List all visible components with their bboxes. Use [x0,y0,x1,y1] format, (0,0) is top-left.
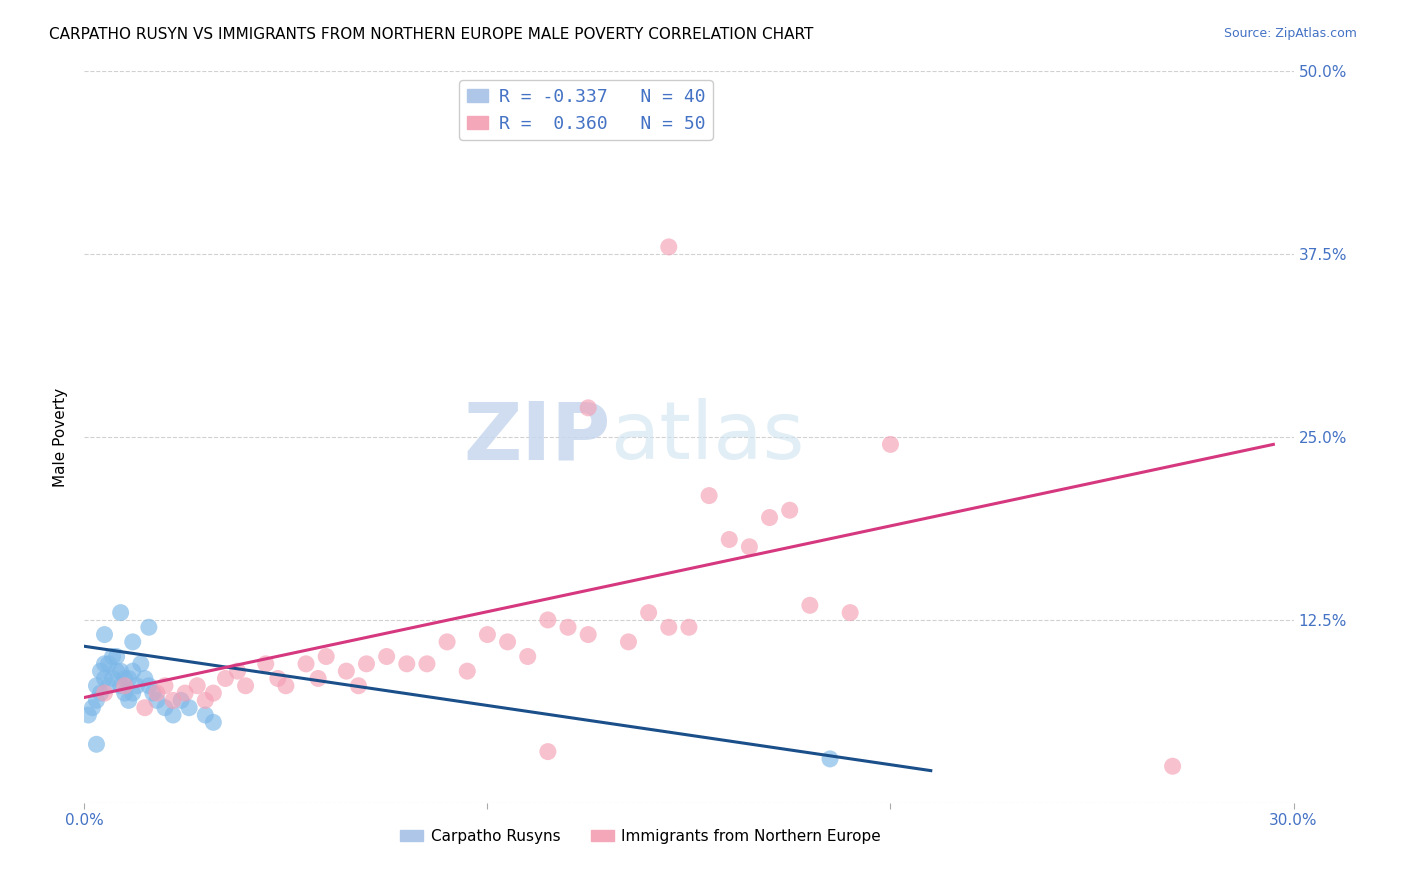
Point [146,686,169,700]
Point [818,752,841,766]
Point [254,657,277,671]
Point [97,657,120,671]
Point [129,657,152,671]
Point [799,599,821,613]
Point [307,672,329,686]
Point [105,664,128,678]
Point [121,664,143,678]
Point [105,649,128,664]
Point [416,657,439,671]
Point [162,708,184,723]
Point [93,627,115,641]
Point [89,664,111,678]
Point [267,672,290,686]
Point [274,679,297,693]
Point [678,620,700,634]
Text: atlas: atlas [610,398,804,476]
Point [879,437,901,451]
Text: ZIP: ZIP [463,398,610,476]
Point [576,627,599,641]
Point [114,679,136,693]
Point [617,635,640,649]
Point [110,664,132,678]
Point [347,679,370,693]
Point [235,679,257,693]
Point [86,693,108,707]
Point [738,540,761,554]
Point [295,657,318,671]
Point [93,657,115,671]
Point [114,686,136,700]
Point [89,686,111,700]
Point [537,613,560,627]
Text: Source: ZipAtlas.com: Source: ZipAtlas.com [1223,27,1357,40]
Point [758,510,780,524]
Point [477,627,499,641]
Point [97,679,120,693]
Point [93,672,115,686]
Point [82,700,104,714]
Point [537,745,560,759]
Point [146,693,169,707]
Point [142,686,165,700]
Point [356,657,378,671]
Point [162,693,184,707]
Point [86,737,108,751]
Point [456,664,478,678]
Point [496,635,519,649]
Text: CARPATHO RUSYN VS IMMIGRANTS FROM NORTHERN EUROPE MALE POVERTY CORRELATION CHART: CARPATHO RUSYN VS IMMIGRANTS FROM NORTHE… [49,27,814,42]
Point [226,664,249,678]
Point [153,700,176,714]
Point [375,649,398,664]
Point [134,672,156,686]
Point [315,649,337,664]
Point [186,679,208,693]
Point [86,679,108,693]
Point [202,686,225,700]
Point [194,693,217,707]
Point [718,533,741,547]
Point [121,635,143,649]
Point [170,693,193,707]
Point [436,635,458,649]
Point [114,672,136,686]
Point [110,606,132,620]
Point [658,240,681,254]
Point [153,679,176,693]
Point [779,503,801,517]
Point [658,620,681,634]
Point [125,679,148,693]
Point [214,672,236,686]
Point [697,489,720,503]
Point [516,649,538,664]
Point [118,693,141,707]
Point [138,679,160,693]
Point [110,679,132,693]
Point [617,123,640,137]
Point [121,686,143,700]
Point [637,606,659,620]
Point [395,657,418,671]
Point [134,700,156,714]
Point [77,708,100,723]
Point [839,606,862,620]
Point [93,686,115,700]
Point [101,672,124,686]
Point [335,664,357,678]
Point [174,686,197,700]
Point [202,715,225,730]
Legend: Carpatho Rusyns, Immigrants from Northern Europe: Carpatho Rusyns, Immigrants from Norther… [394,822,887,850]
Point [576,401,599,415]
Point [179,700,201,714]
Point [118,672,141,686]
Point [194,708,217,723]
Point [101,649,124,664]
Y-axis label: Male Poverty: Male Poverty [53,387,69,487]
Point [557,620,579,634]
Point [138,620,160,634]
Point [1161,759,1184,773]
